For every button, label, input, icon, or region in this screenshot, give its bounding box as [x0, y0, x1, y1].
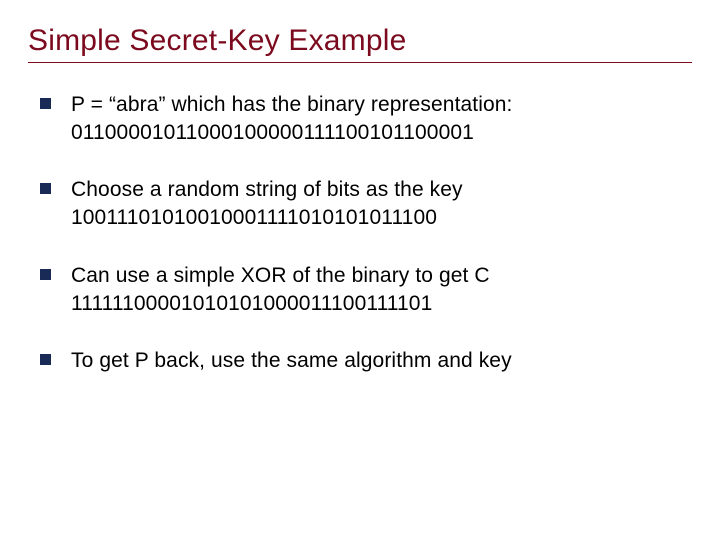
bullet-line-2: 01100001011000100000111100101100001 — [71, 119, 512, 147]
list-item: Choose a random string of bits as the ke… — [28, 176, 692, 231]
slide-title: Simple Secret-Key Example — [28, 24, 692, 63]
list-item: To get P back, use the same algorithm an… — [28, 347, 692, 375]
bullet-text: P = “abra” which has the binary represen… — [71, 91, 512, 146]
list-item: P = “abra” which has the binary represen… — [28, 91, 692, 146]
square-bullet-icon — [40, 98, 51, 109]
list-item: Can use a simple XOR of the binary to ge… — [28, 262, 692, 317]
bullet-text: Can use a simple XOR of the binary to ge… — [71, 262, 490, 317]
square-bullet-icon — [40, 269, 51, 280]
bullet-list: P = “abra” which has the binary represen… — [28, 91, 692, 375]
bullet-line-2: 11111100001010101000011100111101 — [71, 290, 490, 318]
bullet-text: To get P back, use the same algorithm an… — [71, 347, 512, 375]
bullet-line-1: Can use a simple XOR of the binary to ge… — [71, 262, 490, 290]
bullet-line-1: P = “abra” which has the binary represen… — [71, 91, 512, 119]
bullet-line-1: To get P back, use the same algorithm an… — [71, 347, 512, 375]
square-bullet-icon — [40, 354, 51, 365]
square-bullet-icon — [40, 183, 51, 194]
bullet-text: Choose a random string of bits as the ke… — [71, 176, 463, 231]
bullet-line-2: 10011101010010001111010101011100 — [71, 204, 463, 232]
bullet-line-1: Choose a random string of bits as the ke… — [71, 176, 463, 204]
